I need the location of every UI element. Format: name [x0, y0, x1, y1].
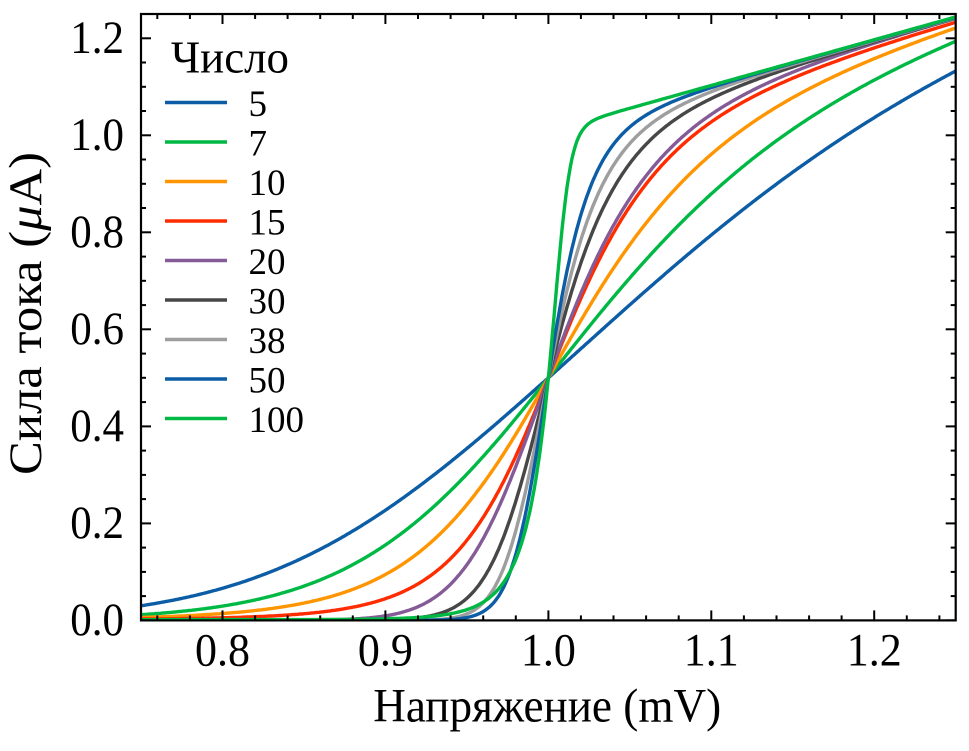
svg-text:1.2: 1.2	[847, 625, 902, 677]
svg-text:30: 30	[249, 282, 286, 323]
svg-text:1.1: 1.1	[684, 625, 739, 677]
svg-text:0.2: 0.2	[70, 497, 124, 549]
svg-text:20: 20	[249, 242, 286, 283]
svg-text:15: 15	[249, 203, 286, 244]
svg-text:Напряжение (mV): Напряжение (mV)	[373, 680, 721, 733]
svg-text:7: 7	[249, 124, 268, 165]
svg-text:0.0: 0.0	[70, 594, 124, 646]
svg-text:100: 100	[249, 400, 305, 441]
svg-text:0.4: 0.4	[70, 400, 124, 452]
svg-text:10: 10	[249, 163, 286, 204]
svg-text:1.0: 1.0	[70, 109, 124, 161]
svg-text:0.6: 0.6	[70, 303, 124, 355]
svg-text:1.2: 1.2	[70, 12, 124, 64]
svg-text:38: 38	[249, 321, 286, 362]
svg-text:Сила тока (μA): Сила тока (μA)	[0, 152, 52, 475]
svg-text:0.9: 0.9	[358, 625, 413, 677]
svg-text:Число: Число	[171, 32, 289, 83]
svg-text:0.8: 0.8	[70, 206, 124, 258]
svg-text:1.0: 1.0	[521, 625, 576, 677]
svg-text:50: 50	[249, 361, 286, 402]
svg-text:0.8: 0.8	[195, 625, 250, 677]
svg-text:5: 5	[249, 84, 268, 125]
